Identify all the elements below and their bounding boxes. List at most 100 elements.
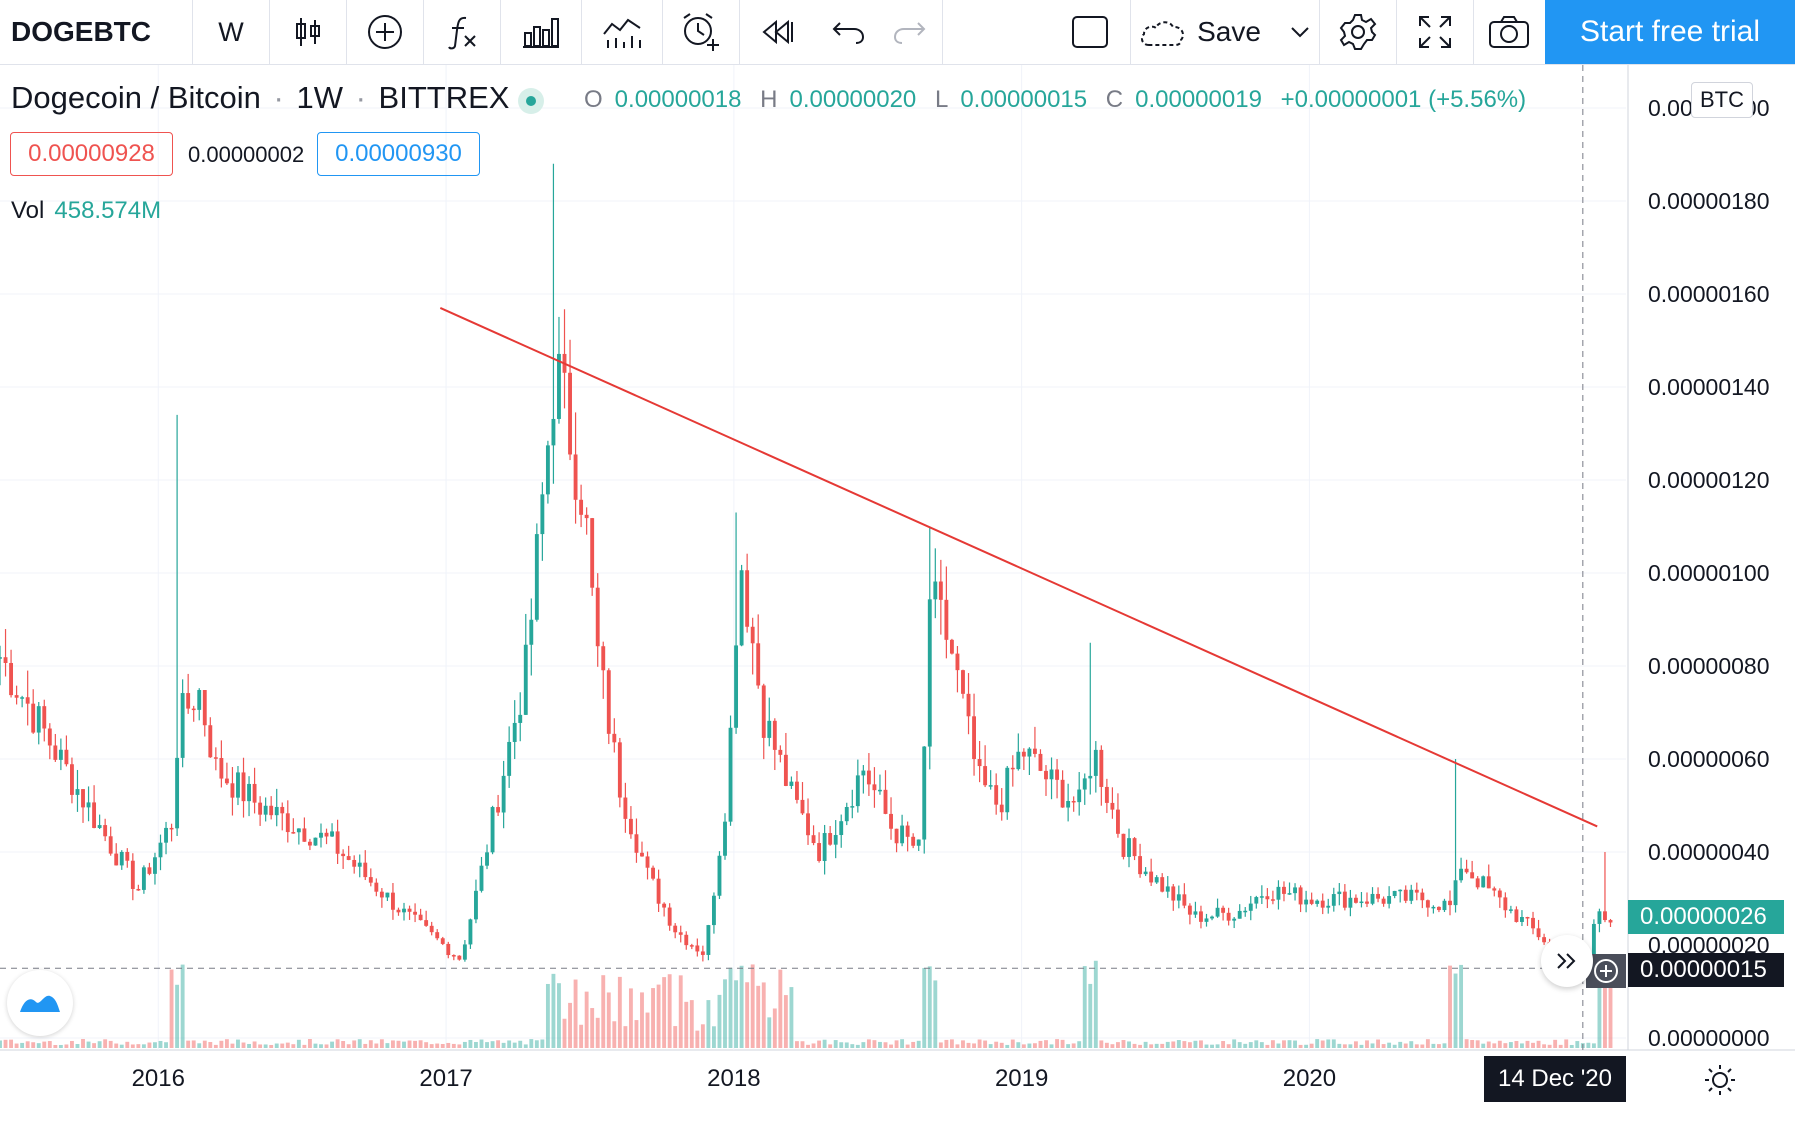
candle-body bbox=[285, 813, 290, 833]
volume-bar bbox=[878, 1041, 882, 1048]
candle-body bbox=[916, 839, 921, 846]
volume-bar bbox=[706, 1000, 711, 1048]
fx-icon[interactable] bbox=[424, 0, 500, 64]
alarm-icon[interactable] bbox=[663, 0, 739, 64]
candle-body bbox=[855, 775, 860, 807]
chart-settings-icon[interactable] bbox=[1700, 1060, 1740, 1100]
volume-bar bbox=[1116, 1042, 1120, 1048]
candles-icon[interactable] bbox=[270, 0, 346, 64]
candle-body bbox=[523, 644, 528, 715]
candle-body bbox=[1282, 886, 1286, 894]
buy-price-button[interactable]: 0.00000930 bbox=[317, 132, 480, 176]
volume-bar bbox=[296, 1039, 301, 1048]
volume-bar bbox=[136, 1044, 141, 1048]
volume-bar bbox=[324, 1044, 329, 1048]
volume-bar bbox=[866, 1039, 871, 1048]
bars-icon[interactable] bbox=[501, 0, 581, 64]
volume-bar bbox=[1370, 1043, 1375, 1048]
undo-icon[interactable] bbox=[816, 0, 882, 64]
candle-body bbox=[1077, 789, 1082, 803]
volume-bar bbox=[1520, 1043, 1524, 1048]
candle-body bbox=[1503, 897, 1508, 911]
candle-body bbox=[296, 828, 301, 833]
volume-bar bbox=[1176, 1040, 1181, 1048]
volume-bar bbox=[20, 1042, 25, 1048]
start-free-trial-button[interactable]: Start free trial bbox=[1545, 0, 1795, 64]
volume-bar bbox=[889, 1044, 893, 1048]
volume-bar bbox=[357, 1039, 362, 1048]
volume-bar bbox=[158, 1040, 163, 1048]
layout-icon[interactable] bbox=[1050, 0, 1130, 64]
volume-bar bbox=[451, 1043, 456, 1048]
volume-bar bbox=[1392, 1044, 1397, 1048]
fullscreen-icon[interactable] bbox=[1397, 0, 1473, 64]
save-button[interactable]: Save bbox=[1131, 0, 1319, 64]
candle-body bbox=[1143, 871, 1148, 875]
volume-bar bbox=[828, 1044, 833, 1048]
volume-bar bbox=[197, 1043, 202, 1048]
candle-body bbox=[988, 785, 993, 787]
volume-bar bbox=[241, 1042, 246, 1048]
compare-icon[interactable] bbox=[582, 0, 662, 64]
candle-body bbox=[440, 938, 445, 944]
candle-body bbox=[1365, 901, 1369, 904]
volume-bar bbox=[1199, 1040, 1203, 1048]
add-indicator-icon[interactable] bbox=[347, 0, 423, 64]
currency-badge[interactable]: BTC bbox=[1691, 82, 1753, 118]
volume-bar bbox=[1138, 1044, 1143, 1048]
candle-body bbox=[1149, 871, 1154, 883]
candle-body bbox=[828, 833, 833, 845]
market-status-icon[interactable] bbox=[518, 88, 544, 114]
crosshair-price-tag: 0.00000015 bbox=[1628, 953, 1784, 987]
candle-body bbox=[1293, 887, 1297, 894]
volume-bar bbox=[263, 1044, 268, 1048]
candle-body bbox=[1215, 907, 1220, 917]
x-tick-label: 2017 bbox=[419, 1065, 472, 1092]
chart-area[interactable]: 0.00000000 0.00000040 0.00000060 0.00000080… bbox=[0, 65, 1795, 1121]
candle-body bbox=[1176, 894, 1181, 901]
tradingview-logo[interactable] bbox=[7, 970, 73, 1036]
candle-body bbox=[153, 857, 157, 874]
candle-body bbox=[53, 745, 58, 760]
price-chart[interactable]: 0.00000000 0.00000040 0.00000060 0.00000080… bbox=[0, 65, 1795, 1121]
candle-body bbox=[606, 670, 611, 734]
volume-bar bbox=[1348, 1044, 1353, 1048]
candle-body bbox=[844, 807, 849, 822]
redo-icon[interactable] bbox=[876, 0, 942, 64]
candle-body bbox=[623, 797, 628, 819]
volume-bar bbox=[1603, 982, 1607, 1048]
candle-body bbox=[1226, 912, 1231, 921]
volume-bar bbox=[1420, 1044, 1425, 1048]
volume-bars bbox=[0, 960, 1613, 1048]
volume-bar bbox=[418, 1040, 423, 1048]
legend-interval: 1W bbox=[296, 80, 343, 115]
candle-body bbox=[540, 494, 545, 535]
candle-body bbox=[1116, 809, 1120, 834]
candle-body bbox=[70, 764, 74, 795]
volume-bar bbox=[368, 1040, 373, 1048]
candle-body bbox=[424, 920, 429, 926]
replay-icon[interactable] bbox=[740, 0, 816, 64]
volume-bar bbox=[1038, 1040, 1043, 1048]
volume-bar bbox=[1376, 1039, 1380, 1048]
gear-icon[interactable] bbox=[1320, 0, 1396, 64]
candle-body bbox=[490, 807, 495, 853]
separator bbox=[269, 0, 270, 64]
candle-body bbox=[81, 789, 85, 808]
camera-icon[interactable] bbox=[1474, 0, 1544, 64]
volume-bar bbox=[1558, 1044, 1563, 1048]
candle-body bbox=[241, 772, 246, 802]
candle-body bbox=[955, 653, 960, 671]
candle-body bbox=[3, 657, 8, 663]
candle-body bbox=[723, 821, 727, 856]
interval-button[interactable]: W bbox=[218, 16, 244, 47]
symbol-search-button[interactable]: DOGEBTC bbox=[11, 16, 151, 47]
scroll-to-realtime-button[interactable] bbox=[1541, 935, 1593, 987]
candle-body bbox=[1055, 769, 1060, 780]
volume-bar bbox=[761, 982, 766, 1048]
sell-price-button[interactable]: 0.00000928 bbox=[10, 132, 173, 176]
volume-bar bbox=[0, 1040, 2, 1048]
volume-bar bbox=[374, 1043, 379, 1048]
volume-bar bbox=[617, 976, 622, 1048]
volume-bar bbox=[64, 1044, 69, 1048]
